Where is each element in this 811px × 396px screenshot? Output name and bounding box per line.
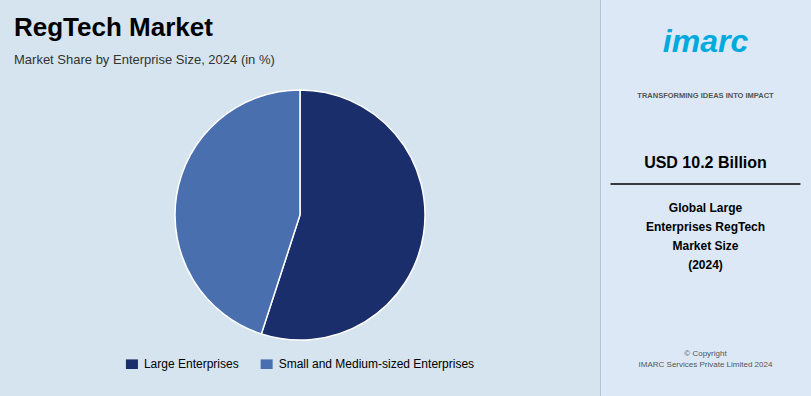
tagline: TRANSFORMING IDEAS INTO IMPACT [637,91,774,100]
brand: imarc [663,23,749,59]
legend-label: Small and Medium-sized Enterprises [279,357,474,371]
pie-slice [175,90,300,334]
legend-swatch [126,359,138,369]
legend-swatch [261,359,273,369]
side-panel: imarc TRANSFORMING IDEAS INTO IMPACT USD 1… [600,0,811,396]
copyright: © CopyrightIMARC Services Private Limite… [639,349,773,369]
legend-item: Large Enterprises [126,357,239,371]
headline-value: USD 10.2 Billion [644,154,767,171]
legend: Large Enterprises Small and Medium-sized … [126,357,474,371]
title: RegTech Market [14,12,213,42]
pie [175,90,425,340]
separator [611,183,801,185]
legend-item: Small and Medium-sized Enterprises [261,357,474,371]
panel-background [600,0,811,396]
headline-caption: Global LargeEnterprises RegTechMarket Si… [646,201,765,272]
panel-border [600,0,601,396]
background [0,0,811,396]
chart: RegTech Market Market Share by Enterprise… [0,0,811,396]
legend-label: Large Enterprises [144,357,239,371]
subtitle: Market Share by Enterprise Size, 2024 (i… [14,52,275,67]
